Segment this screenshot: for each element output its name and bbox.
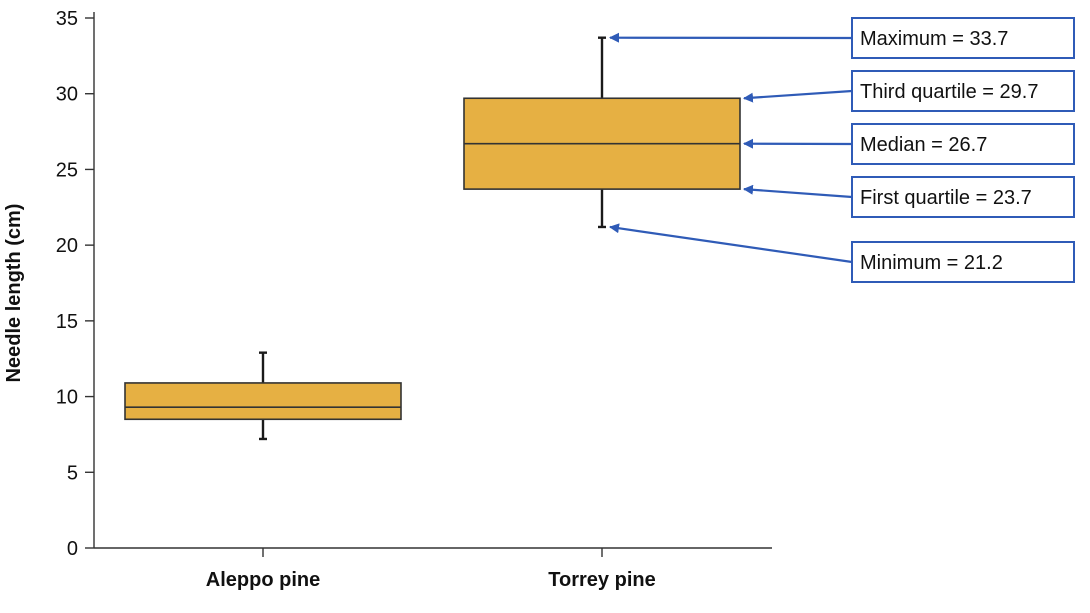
callout-box-q3 — [851, 70, 1075, 112]
callout-arrow-min — [609, 223, 853, 264]
axes: 0 5 10 15 20 25 30 35 Needle length (cm) Aleppo p… — [3, 8, 772, 591]
callout-label-q3: Third quartile = 29.7 — [860, 81, 1038, 103]
boxes — [124, 36, 741, 441]
callout-arrow-q1 — [743, 184, 853, 199]
callout-box-q1 — [851, 176, 1075, 218]
y-tick-label-5: 5 — [67, 462, 78, 484]
box-iqr-aleppo-pine — [124, 382, 402, 421]
callout-q3: Third quartile = 29.7 — [743, 70, 1075, 112]
y-tick-label-35: 35 — [56, 8, 78, 30]
callout-median: Median = 26.7 — [743, 123, 1075, 165]
x-tick-label-torrey-pine: Torrey pine — [548, 569, 655, 591]
box-group-aleppo-pine — [124, 351, 402, 441]
y-tick-label-25: 25 — [56, 159, 78, 181]
callout-q1: First quartile = 23.7 — [743, 176, 1075, 218]
callout-arrow-q3 — [743, 89, 853, 103]
callout-box-median — [851, 123, 1075, 165]
callout-box-min — [851, 241, 1075, 283]
box-group-torrey-pine — [463, 36, 741, 229]
x-tick-label-aleppo-pine: Aleppo pine — [206, 569, 320, 591]
callout-min: Minimum = 21.2 — [609, 223, 1075, 283]
callout-label-median: Median = 26.7 — [860, 134, 987, 156]
callout-label-min: Minimum = 21.2 — [860, 252, 1003, 274]
y-axis-title: Needle length (cm) — [3, 204, 25, 383]
y-tick-label-30: 30 — [56, 84, 78, 106]
y-tick-label-20: 20 — [56, 235, 78, 257]
callouts: Maximum = 33.7 Third quartile = 29.7 Media… — [609, 17, 1075, 283]
callout-label-max: Maximum = 33.7 — [860, 28, 1008, 50]
callout-label-q1: First quartile = 23.7 — [860, 187, 1032, 209]
y-tick-label-10: 10 — [56, 387, 78, 409]
callout-box-max — [851, 17, 1075, 59]
y-tick-label-0: 0 — [67, 538, 78, 560]
y-tick-label-15: 15 — [56, 311, 78, 333]
callout-max: Maximum = 33.7 — [609, 17, 1075, 59]
